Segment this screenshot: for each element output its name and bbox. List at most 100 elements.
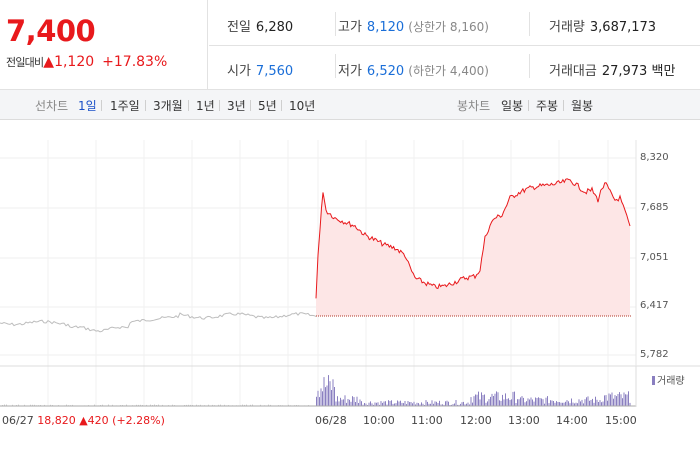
volume-bar <box>430 403 431 406</box>
volume-bar <box>467 402 469 406</box>
volume-bar <box>12 404 13 406</box>
tab-5y[interactable]: 5년 <box>258 99 277 113</box>
volume-bar <box>34 404 35 406</box>
tab-1y[interactable]: 1년 <box>196 99 215 113</box>
tab-monthly-candle[interactable]: 월봉 <box>571 99 594 113</box>
tab-3m[interactable]: 3개월 <box>153 99 183 113</box>
volume-bar <box>358 403 359 406</box>
volume-bar <box>400 400 401 406</box>
volume-bar <box>331 390 332 406</box>
volume-bar <box>332 379 334 406</box>
volume-bar <box>329 381 331 406</box>
volume-bar <box>364 403 365 406</box>
volume-bar <box>24 404 25 406</box>
stat-low: 저가 6,520 (하한가 4,400) <box>338 64 489 79</box>
volume-bar <box>443 404 445 406</box>
volume-bar <box>622 398 623 406</box>
volume-bar <box>590 400 592 406</box>
volume-bar <box>385 401 386 406</box>
volume-bar <box>605 395 607 406</box>
tab-10y[interactable]: 10년 <box>289 99 316 113</box>
volume-bar <box>574 403 575 406</box>
volume-bar <box>527 398 529 406</box>
x-tick: 12:00 <box>460 414 492 427</box>
volume-bar <box>629 402 631 406</box>
volume-bar <box>212 404 213 406</box>
volume-bar <box>517 399 518 406</box>
volume-bar <box>439 400 440 406</box>
price-area <box>316 178 630 316</box>
change-value: 1,120 <box>54 54 95 70</box>
volume-bar <box>346 402 347 406</box>
volume-bar <box>469 404 470 406</box>
volume-bar <box>593 402 595 406</box>
volume-bar <box>470 397 472 406</box>
volume-bar <box>602 401 604 406</box>
volume-bar <box>172 404 173 406</box>
volume-bar <box>476 394 478 406</box>
volume-bar <box>542 399 544 406</box>
volume-bar <box>146 404 147 406</box>
volume-bar <box>451 404 452 406</box>
x-tick: 11:00 <box>411 414 443 427</box>
volume-bar <box>442 404 443 406</box>
volume-bar <box>418 403 419 406</box>
volume-bar <box>392 403 394 406</box>
tab-1w[interactable]: 1주일 <box>110 99 140 113</box>
volume-bar <box>511 399 512 406</box>
volume-bar <box>4 404 5 406</box>
volume-bar <box>478 391 479 406</box>
volume-bar <box>577 403 578 406</box>
volume-bar <box>316 396 317 406</box>
volume-bar <box>347 399 349 406</box>
volume-bar <box>518 399 520 406</box>
volume-bar <box>628 391 629 406</box>
tab-1d[interactable]: 1일 <box>78 99 97 113</box>
chart-toolbar: 선차트 1일 1주일 3개월 1년 3년 5년 10년 봉차트 일봉 주봉 월봉 <box>0 90 700 120</box>
volume-bar <box>502 394 503 406</box>
volume-bar <box>50 404 51 406</box>
volume-bar <box>380 401 382 406</box>
volume-bar <box>565 401 566 406</box>
volume-bar <box>404 401 406 406</box>
volume-bar <box>460 403 461 406</box>
volume-bar <box>340 397 341 406</box>
volume-bar <box>526 401 527 406</box>
volume-bar <box>403 403 404 406</box>
volume-bar <box>112 404 113 406</box>
volume-bar <box>389 401 391 406</box>
volume-bar <box>196 404 197 406</box>
price-chart <box>0 140 700 407</box>
volume-bar <box>350 401 352 406</box>
volume-bar <box>355 402 356 406</box>
volume-bar <box>398 401 400 406</box>
volume-bar <box>554 402 556 406</box>
volume-bar <box>371 403 373 406</box>
y-tick: 5,782 <box>640 349 669 360</box>
volume-bar <box>454 403 455 406</box>
tab-weekly-candle[interactable]: 주봉 <box>536 99 559 113</box>
volume-bar <box>617 394 619 406</box>
y-tick: 7,685 <box>640 202 669 213</box>
volume-bar <box>455 400 457 406</box>
volume-bar <box>419 404 421 406</box>
volume-bar <box>326 385 328 406</box>
line-chart-label: 선차트 <box>35 99 69 113</box>
volume-bar <box>421 402 422 406</box>
volume-bar <box>359 399 361 406</box>
change-row: 전일대비▲1,120 +17.83% <box>6 54 167 70</box>
volume-bar <box>370 401 371 406</box>
volume-bar <box>407 401 409 406</box>
tab-daily-candle[interactable]: 일봉 <box>501 99 524 113</box>
volume-bar <box>374 402 376 406</box>
volume-bar <box>395 403 397 406</box>
volume-bar <box>538 397 539 406</box>
volume-bar <box>496 391 497 406</box>
volume-bar <box>252 404 253 406</box>
volume-bar <box>491 393 493 406</box>
volume-bar <box>244 404 245 406</box>
price-box: 7,400 전일대비▲1,120 +17.83% <box>0 0 208 90</box>
volume-bar <box>446 400 448 406</box>
volume-bar <box>126 404 127 406</box>
tab-3y[interactable]: 3년 <box>227 99 246 113</box>
